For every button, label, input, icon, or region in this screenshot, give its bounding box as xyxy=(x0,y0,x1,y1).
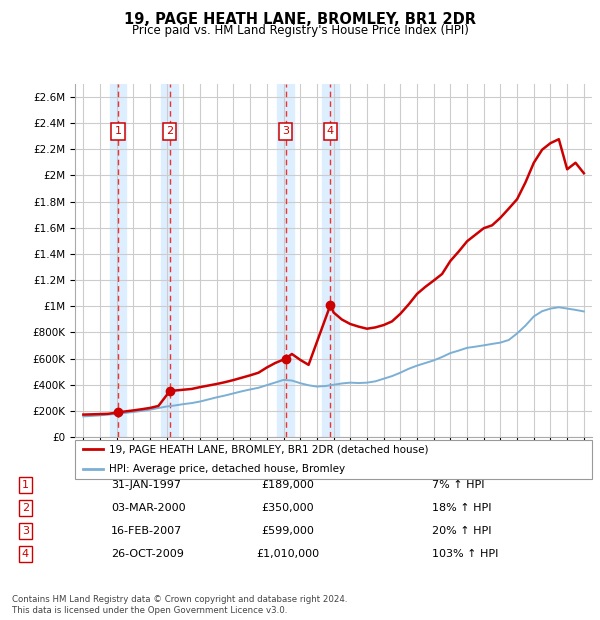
Text: 26-OCT-2009: 26-OCT-2009 xyxy=(111,549,184,559)
Text: £350,000: £350,000 xyxy=(262,503,314,513)
Text: 1: 1 xyxy=(115,126,122,136)
Text: Price paid vs. HM Land Registry's House Price Index (HPI): Price paid vs. HM Land Registry's House … xyxy=(131,24,469,37)
Text: 16-FEB-2007: 16-FEB-2007 xyxy=(111,526,182,536)
Text: 3: 3 xyxy=(22,526,29,536)
Text: 7% ↑ HPI: 7% ↑ HPI xyxy=(432,480,485,490)
Text: £599,000: £599,000 xyxy=(262,526,314,536)
Text: 3: 3 xyxy=(282,126,289,136)
Text: Contains HM Land Registry data © Crown copyright and database right 2024.
This d: Contains HM Land Registry data © Crown c… xyxy=(12,595,347,614)
Text: 2: 2 xyxy=(166,126,173,136)
Text: 4: 4 xyxy=(327,126,334,136)
Bar xyxy=(161,84,178,437)
Text: 103% ↑ HPI: 103% ↑ HPI xyxy=(432,549,499,559)
Text: £189,000: £189,000 xyxy=(262,480,314,490)
Text: 03-MAR-2000: 03-MAR-2000 xyxy=(111,503,185,513)
Text: 20% ↑ HPI: 20% ↑ HPI xyxy=(432,526,491,536)
Text: £1,010,000: £1,010,000 xyxy=(256,549,320,559)
Text: 1: 1 xyxy=(22,480,29,490)
Text: 31-JAN-1997: 31-JAN-1997 xyxy=(111,480,181,490)
Text: 4: 4 xyxy=(22,549,29,559)
Bar xyxy=(322,84,339,437)
Bar xyxy=(277,84,294,437)
Text: HPI: Average price, detached house, Bromley: HPI: Average price, detached house, Brom… xyxy=(109,464,345,474)
Text: 19, PAGE HEATH LANE, BROMLEY, BR1 2DR: 19, PAGE HEATH LANE, BROMLEY, BR1 2DR xyxy=(124,12,476,27)
Text: 2: 2 xyxy=(22,503,29,513)
Text: 18% ↑ HPI: 18% ↑ HPI xyxy=(432,503,491,513)
Bar xyxy=(110,84,127,437)
Text: 19, PAGE HEATH LANE, BROMLEY, BR1 2DR (detached house): 19, PAGE HEATH LANE, BROMLEY, BR1 2DR (d… xyxy=(109,445,428,454)
